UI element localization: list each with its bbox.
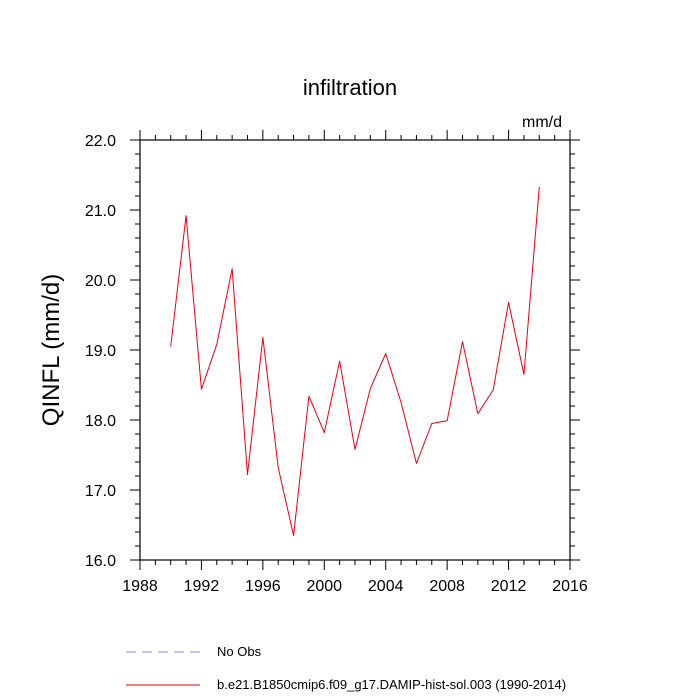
legend: No Obs b.e21.B1850cmip6.f09_g17.DAMIP-hi…	[126, 644, 566, 692]
x-tick-label: 2004	[368, 578, 404, 595]
y-tick-label: 17.0	[85, 483, 116, 500]
series-line-0	[170, 186, 540, 536]
x-tick-label: 2008	[429, 578, 465, 595]
y-tick-label: 20.0	[85, 273, 116, 290]
y-tick-label: 18.0	[85, 413, 116, 430]
x-tick-label: 1996	[245, 578, 281, 595]
legend-label-model: b.e21.B1850cmip6.f09_g17.DAMIP-hist-sol.…	[217, 677, 566, 692]
y-tick-label: 21.0	[85, 203, 116, 220]
legend-label-no-obs: No Obs	[217, 644, 262, 659]
axis-ticks	[130, 130, 580, 570]
x-tick-label: 1988	[122, 578, 158, 595]
y-tick-label: 16.0	[85, 553, 116, 570]
series-layer	[170, 186, 540, 536]
units-label: mm/d	[522, 114, 562, 131]
y-tick-label: 22.0	[85, 133, 116, 150]
plot-frame	[139, 139, 571, 561]
x-tick-label: 2000	[306, 578, 342, 595]
tick-labels: 1988 1992 1996 2000 2004 2008 2012 2016 16.0 17.0…	[85, 133, 588, 595]
x-tick-label: 2012	[491, 578, 527, 595]
chart-title: infiltration	[303, 75, 397, 100]
y-tick-label: 19.0	[85, 343, 116, 360]
x-tick-label: 2016	[552, 578, 588, 595]
x-tick-label: 1992	[184, 578, 220, 595]
y-axis-label: QINFL (mm/d)	[38, 274, 65, 426]
